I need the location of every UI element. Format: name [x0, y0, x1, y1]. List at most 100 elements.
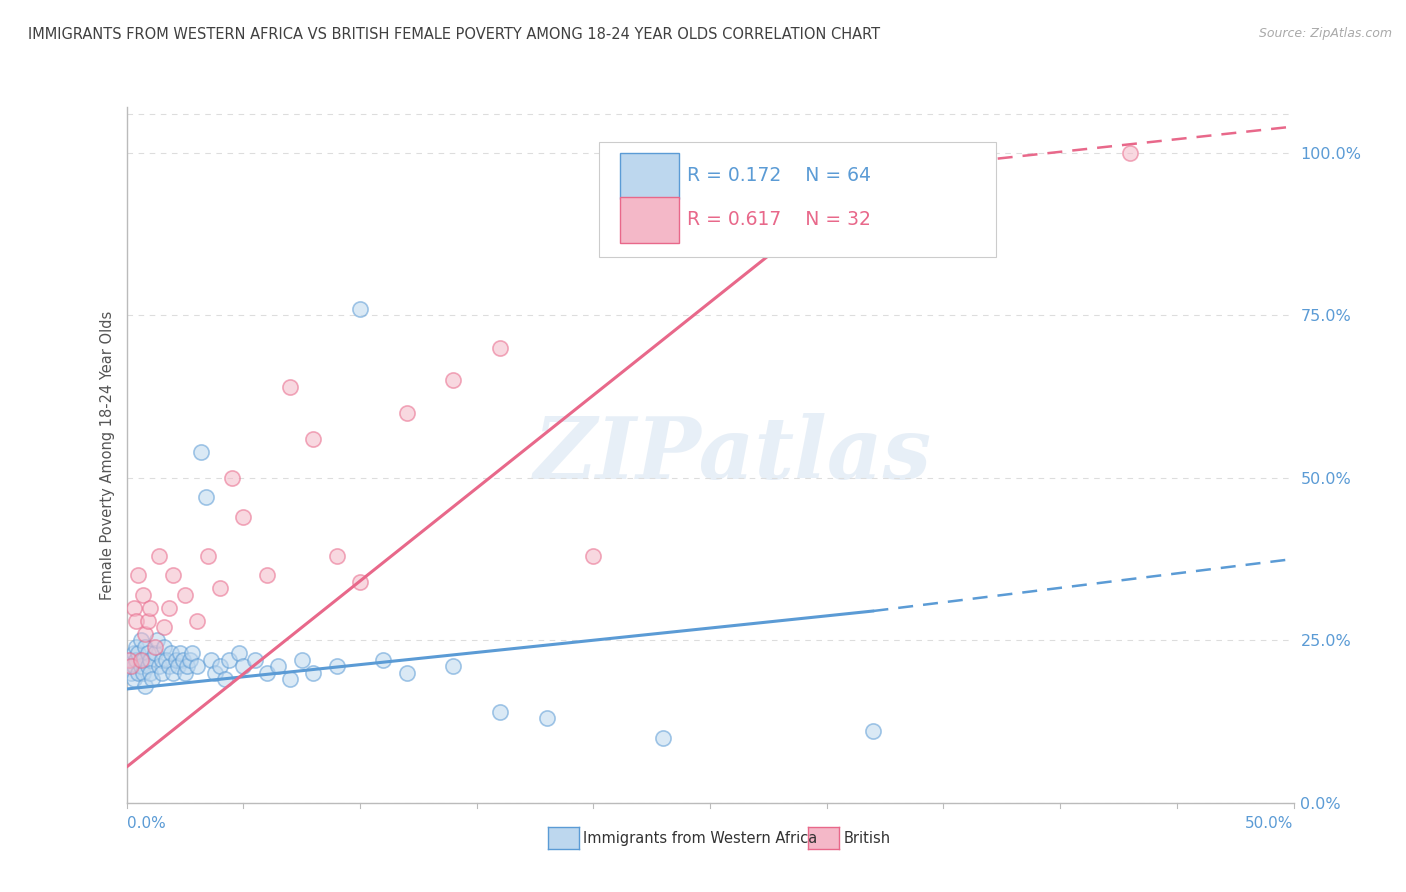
Point [174, 588, 197, 602]
Point [139, 665, 162, 680]
Point [120, 659, 142, 673]
Y-axis label: Female Poverty Among 18-24 Year Olds: Female Poverty Among 18-24 Year Olds [100, 310, 115, 599]
Point [290, 653, 312, 667]
Point [302, 432, 325, 446]
Point [214, 672, 236, 686]
Text: R = 0.617    N = 32: R = 0.617 N = 32 [686, 211, 870, 229]
Point [125, 640, 148, 654]
Point [179, 653, 201, 667]
Point [218, 653, 240, 667]
Point [190, 444, 212, 458]
Point [197, 549, 219, 563]
Point [141, 672, 163, 686]
Point [302, 665, 325, 680]
Point [194, 490, 217, 504]
Point [169, 646, 191, 660]
Text: Immigrants from Western Africa: Immigrants from Western Africa [583, 831, 818, 846]
Point [232, 659, 254, 673]
Point [150, 653, 173, 667]
Point [122, 600, 145, 615]
Point [157, 600, 180, 615]
Point [122, 659, 145, 673]
Point [153, 620, 176, 634]
Point [120, 665, 142, 680]
Point [174, 665, 197, 680]
Text: Source: ZipAtlas.com: Source: ZipAtlas.com [1258, 27, 1392, 40]
Point [134, 679, 156, 693]
Point [132, 653, 155, 667]
Point [129, 659, 152, 673]
Point [186, 659, 208, 673]
Point [176, 659, 198, 673]
Point [186, 614, 208, 628]
Point [139, 653, 162, 667]
Point [208, 581, 231, 595]
Point [157, 659, 180, 673]
Point [160, 646, 183, 660]
Point [162, 665, 184, 680]
Text: 50.0%: 50.0% [1246, 816, 1294, 831]
Point [204, 665, 226, 680]
Text: ZIPatlas: ZIPatlas [534, 413, 932, 497]
Point [243, 653, 266, 667]
Point [267, 659, 290, 673]
Point [862, 724, 884, 739]
Point [395, 665, 418, 680]
Point [180, 646, 202, 660]
Point [136, 646, 159, 660]
FancyBboxPatch shape [620, 197, 679, 244]
Point [652, 731, 675, 745]
Point [1119, 145, 1142, 160]
Point [349, 301, 371, 316]
Point [125, 614, 148, 628]
Point [162, 568, 184, 582]
Point [536, 711, 558, 725]
Point [150, 665, 173, 680]
Point [132, 665, 155, 680]
Point [769, 197, 792, 211]
Point [143, 646, 166, 660]
Point [118, 653, 141, 667]
Point [489, 341, 512, 355]
Point [167, 659, 190, 673]
Point [208, 659, 231, 673]
Point [256, 665, 278, 680]
Point [148, 659, 170, 673]
Text: 0.0%: 0.0% [127, 816, 166, 831]
Point [325, 549, 347, 563]
Point [120, 653, 142, 667]
Point [172, 653, 194, 667]
Point [146, 633, 169, 648]
Point [148, 549, 170, 563]
Point [132, 588, 155, 602]
Point [441, 373, 464, 387]
Point [278, 672, 301, 686]
Point [127, 665, 149, 680]
Point [155, 653, 177, 667]
Point [395, 406, 418, 420]
Point [134, 626, 156, 640]
Point [441, 659, 464, 673]
Point [127, 568, 149, 582]
Point [278, 379, 301, 393]
Point [122, 672, 145, 686]
Point [221, 471, 243, 485]
Point [153, 640, 176, 654]
Text: British: British [844, 831, 891, 846]
Point [256, 568, 278, 582]
Point [122, 646, 145, 660]
Point [349, 574, 371, 589]
Point [582, 549, 605, 563]
Point [165, 653, 187, 667]
Point [129, 633, 152, 648]
Point [129, 653, 152, 667]
Point [134, 640, 156, 654]
Point [373, 653, 395, 667]
Point [228, 646, 250, 660]
Point [136, 659, 159, 673]
Point [125, 653, 148, 667]
Point [200, 653, 222, 667]
Point [325, 659, 347, 673]
Point [136, 614, 159, 628]
Point [489, 705, 512, 719]
